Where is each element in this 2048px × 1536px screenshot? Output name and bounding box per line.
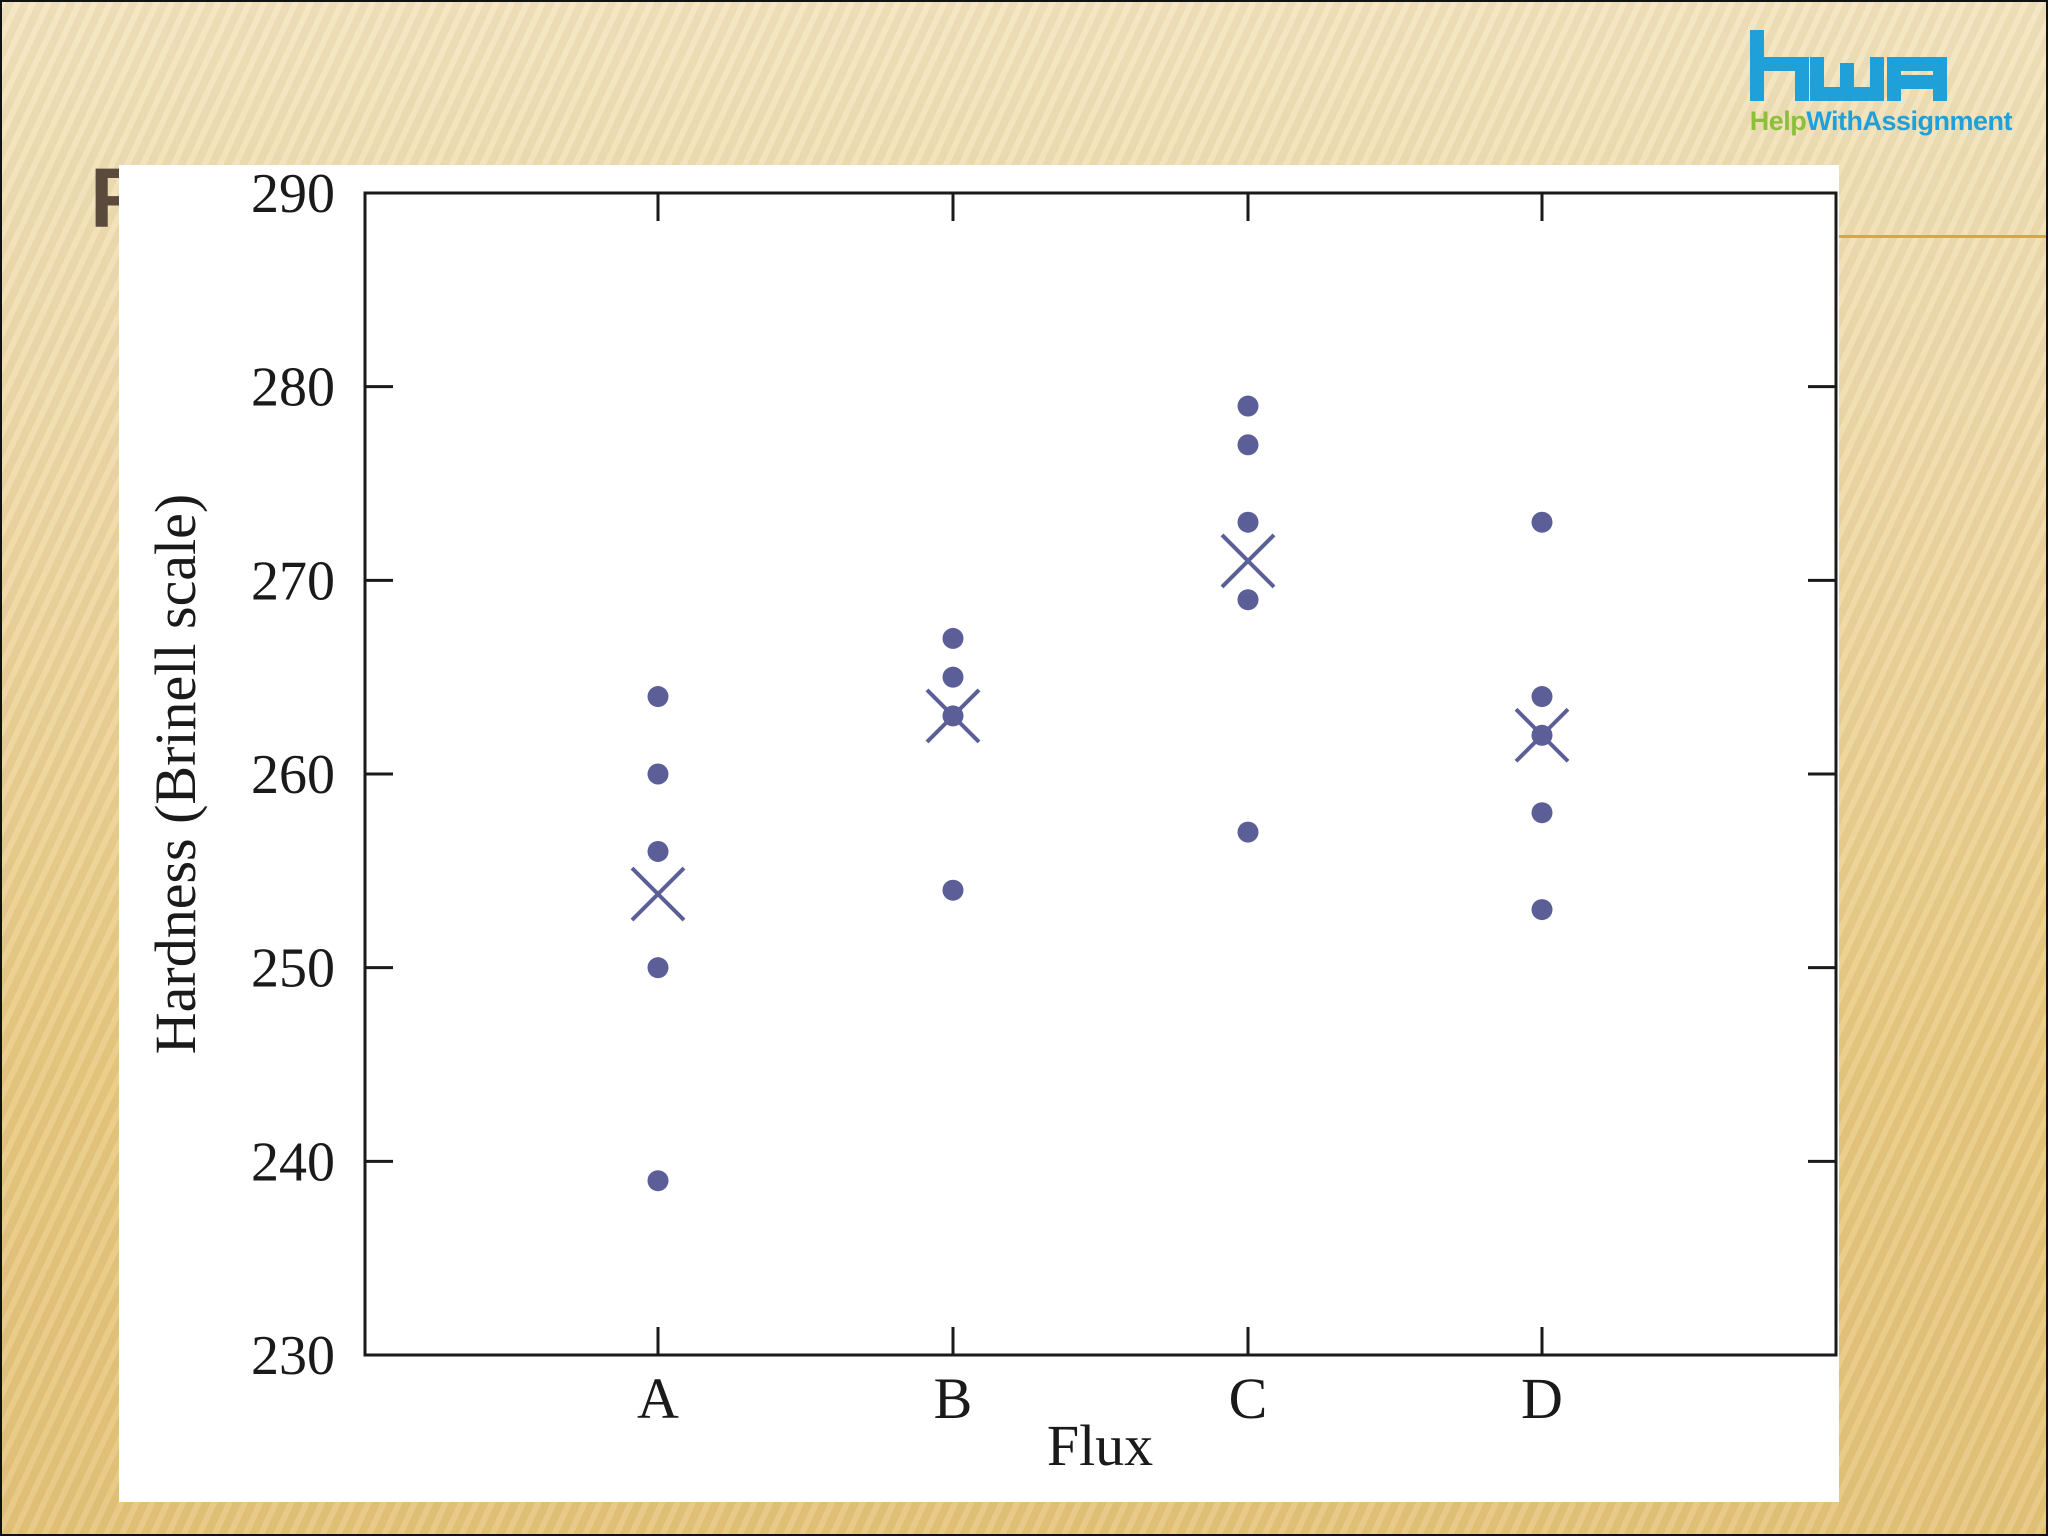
- y-tick-label-240: 240: [251, 1131, 335, 1193]
- logo-word-assignment: WithAssignment: [1806, 106, 2012, 136]
- data-marks: [630, 395, 1570, 1192]
- hardness-flux-chart: 230 240 250 260 270 280 290 A B C D Flux Hardness…: [143, 165, 1838, 1478]
- logo-mark-icon: [1750, 30, 1947, 101]
- x-tick-label-B: B: [934, 1366, 973, 1431]
- mean-marker-A-stroke-b: [630, 866, 686, 922]
- y-tick-label-260: 260: [251, 744, 335, 806]
- data-point-D-1: [1531, 511, 1553, 533]
- data-point-C-4: [1237, 589, 1259, 611]
- data-point-C-5: [1237, 821, 1259, 843]
- x-tick-label-A: A: [637, 1366, 679, 1431]
- logo-word-help: Help: [1749, 106, 1807, 136]
- mean-marker-B: [925, 688, 981, 744]
- y-tick-label-230: 230: [251, 1325, 335, 1387]
- data-point-A-5: [647, 1170, 669, 1192]
- logo-wordmark: HelpWithAssignment: [1682, 106, 2013, 137]
- y-tick-label-270: 270: [251, 550, 335, 612]
- data-point-A-2: [647, 763, 669, 785]
- data-point-A-3: [647, 840, 669, 862]
- y-axis: 230 240 250 260 270 280 290: [251, 165, 1836, 1387]
- y-tick-label-290: 290: [251, 165, 335, 225]
- x-tick-label-D: D: [1521, 1366, 1563, 1431]
- data-point-C-3: [1237, 511, 1259, 533]
- y-tick-label-250: 250: [251, 938, 335, 1000]
- chart-card: 230 240 250 260 270 280 290 A B C D Flux Hardness…: [119, 165, 1839, 1502]
- x-axis-label: Flux: [1047, 1413, 1153, 1478]
- y-axis-label: Hardness (Brinell scale): [143, 494, 208, 1054]
- mean-marker-A: [630, 866, 686, 922]
- data-point-C-2: [1237, 434, 1259, 456]
- data-point-C-1: [1237, 395, 1259, 417]
- data-point-D-2: [1531, 686, 1553, 708]
- mean-marker-C-stroke-b: [1220, 533, 1276, 589]
- data-point-B-2: [942, 666, 964, 688]
- data-point-A-1: [647, 686, 669, 708]
- helpwithassignment-logo: HelpWithAssignment: [1682, 30, 2012, 145]
- data-point-B-1: [942, 627, 964, 649]
- data-point-D-4: [1531, 802, 1553, 824]
- plot-area-frame: [363, 191, 1838, 1357]
- mean-marker-D: [1514, 707, 1570, 763]
- title-underline: [1838, 235, 2048, 238]
- mean-marker-D-stroke-b: [1514, 707, 1570, 763]
- mean-marker-B-stroke-b: [925, 688, 981, 744]
- x-tick-label-C: C: [1229, 1366, 1268, 1431]
- mean-marker-C: [1220, 533, 1276, 589]
- data-point-D-5: [1531, 899, 1553, 921]
- data-point-B-4: [942, 879, 964, 901]
- x-axis: A B C D: [637, 193, 1563, 1431]
- y-tick-label-280: 280: [251, 357, 335, 419]
- data-point-A-4: [647, 957, 669, 979]
